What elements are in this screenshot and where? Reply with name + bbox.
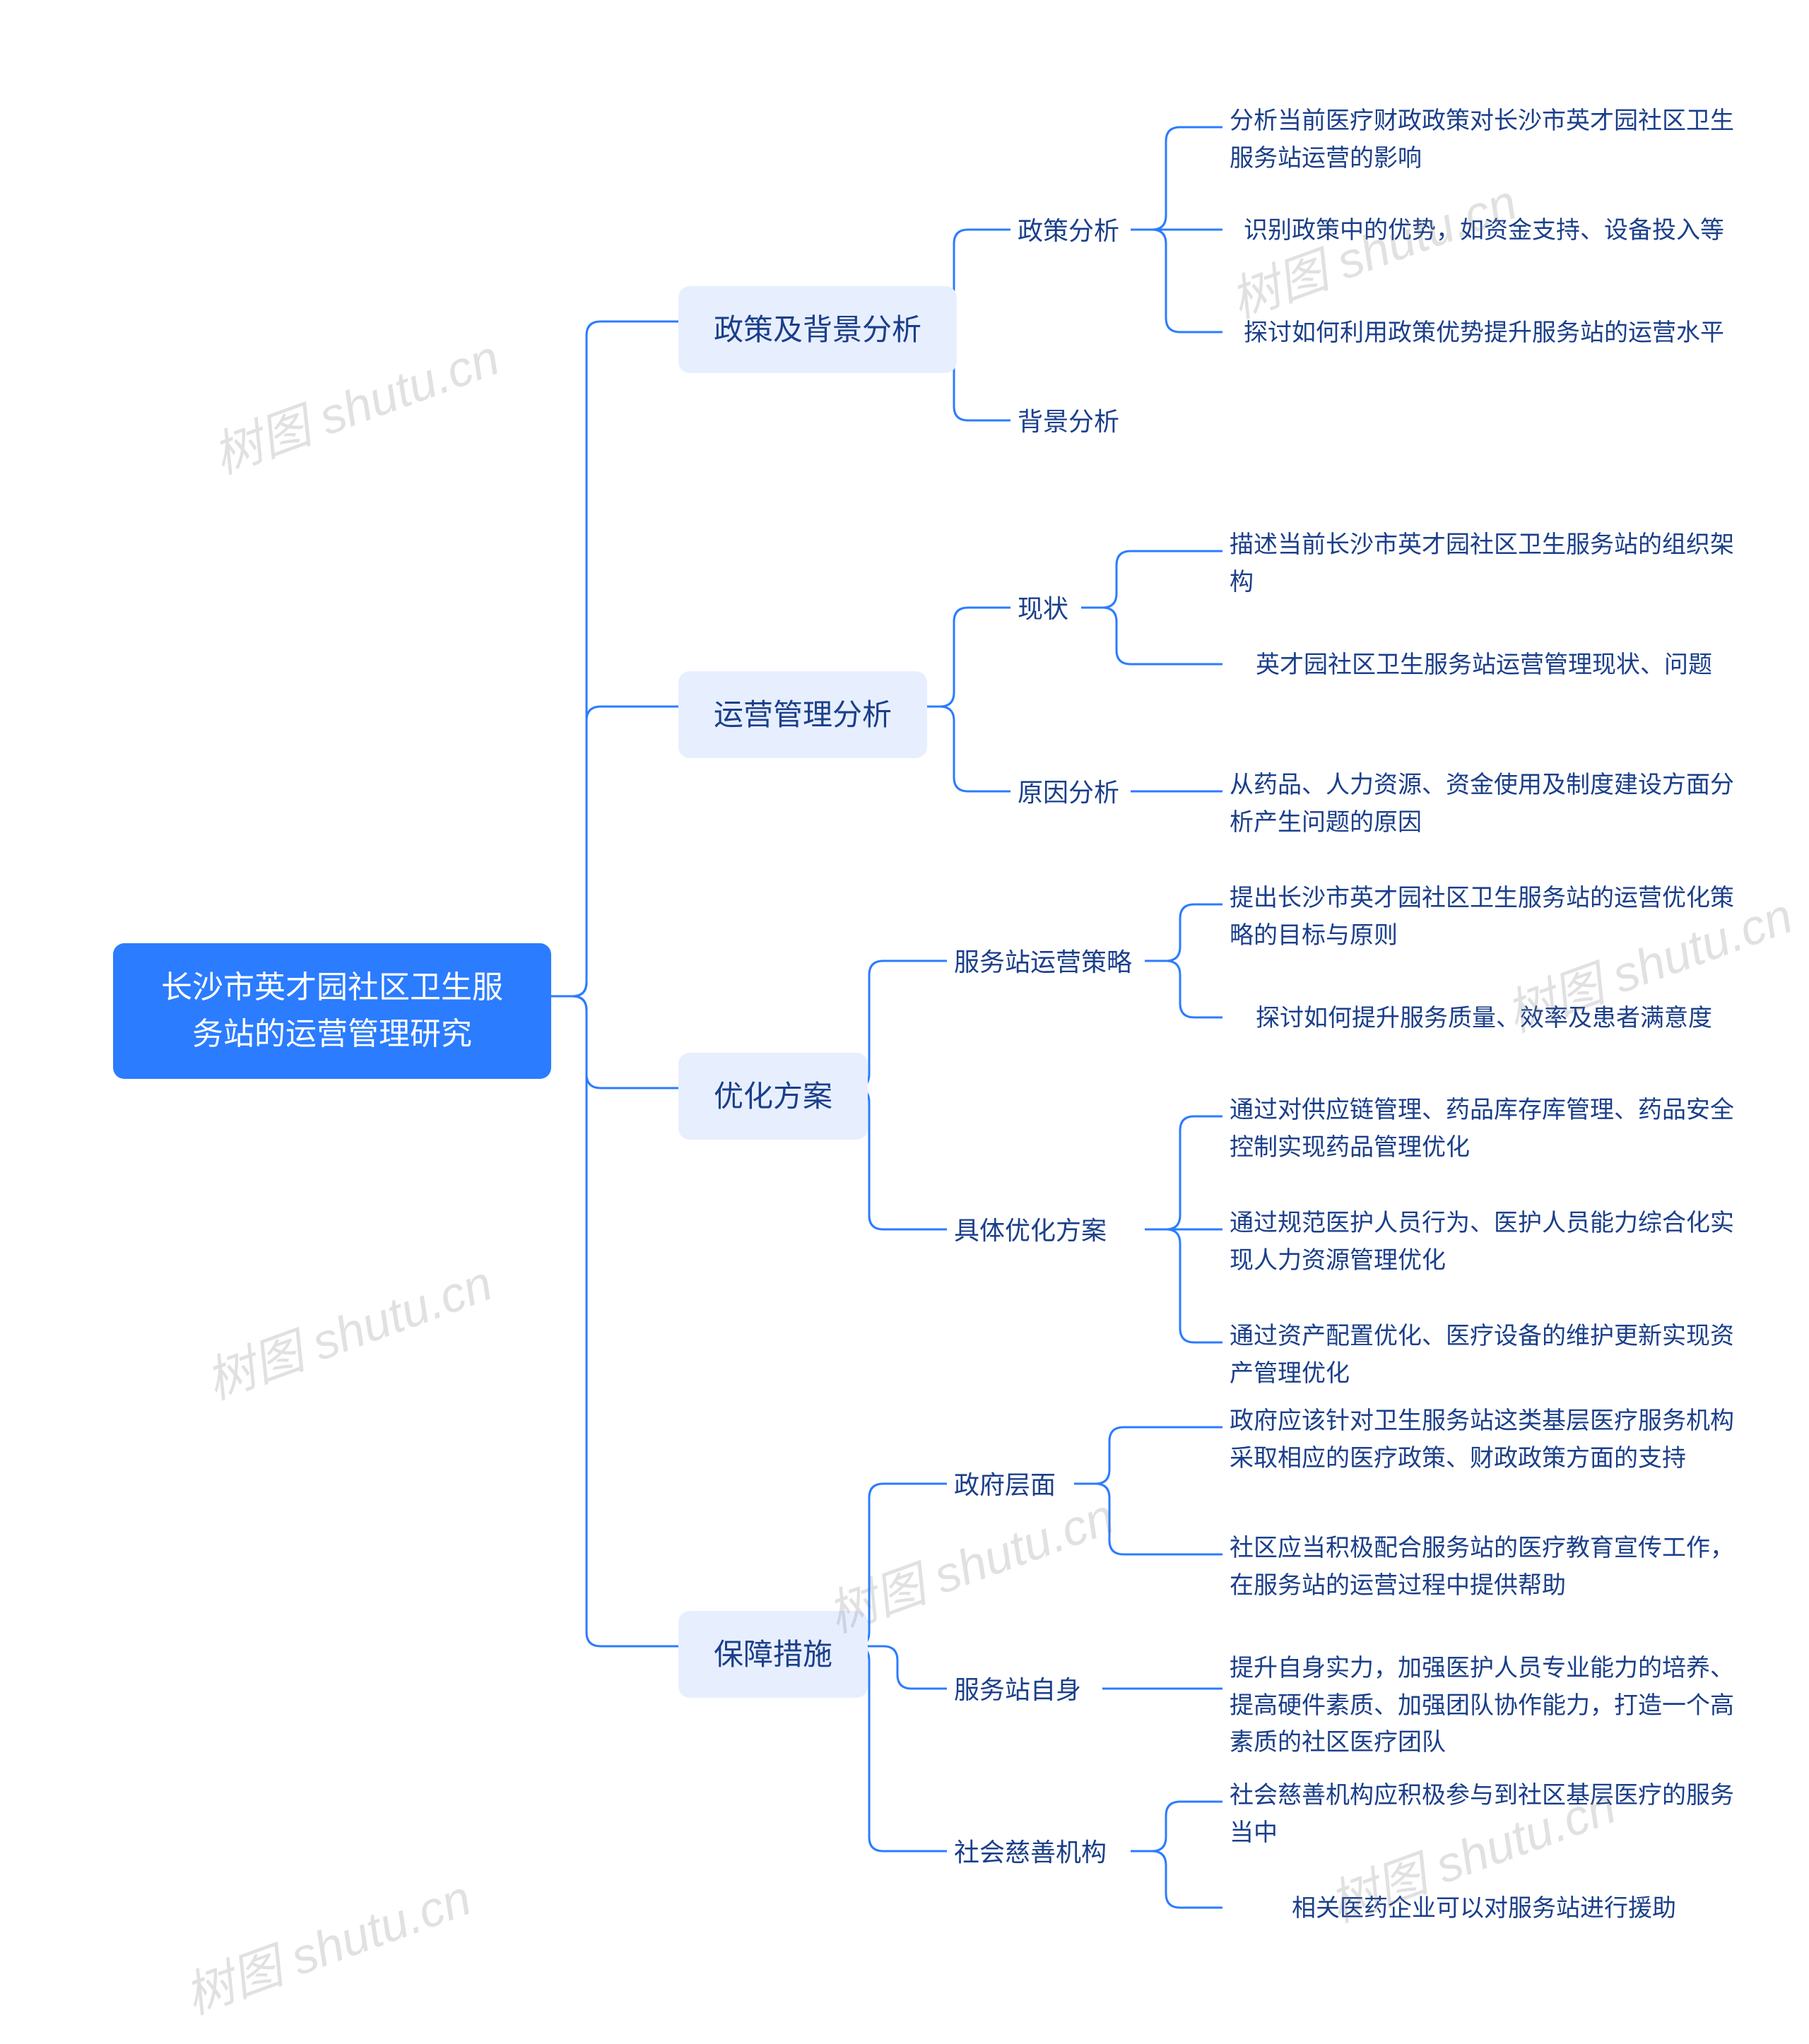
root-label: 长沙市英才园社区卫生服 务站的运营管理研究 [161,964,503,1058]
l2-status: 现状 [1018,590,1068,628]
leaf-text: 提出长沙市英才园社区卫生服务站的运营优化策略的目标与原则 [1230,880,1738,954]
l2-label: 背景分析 [1018,403,1119,441]
l2-label: 社会慈善机构 [954,1833,1107,1872]
mindmap-canvas: 长沙市英才园社区卫生服 务站的运营管理研究 政策及背景分析 运营管理分析 优化方… [0,0,1809,2044]
l2-specific-plan: 具体优化方案 [954,1212,1107,1250]
l2-label: 服务站自身 [954,1671,1081,1709]
l2-label: 现状 [1018,590,1068,628]
leaf-C2-2: 通过资产配置优化、医疗设备的维护更新实现资产管理优化 [1230,1318,1738,1392]
watermark-text: 树图 shutu.cn [195,1244,501,1414]
leaf-A1-0: 分析当前医疗财政政策对长沙市英才园社区卫生服务站运营的影响 [1230,102,1738,177]
watermark-text: 树图 shutu.cn [202,319,508,488]
leaf-A1-2: 探讨如何利用政策优势提升服务站的运营水平 [1230,314,1738,352]
root-node: 长沙市英才园社区卫生服 务站的运营管理研究 [113,943,551,1079]
leaf-D1-1: 社区应当积极配合服务站的医疗教育宣传工作，在服务站的运营过程中提供帮助 [1230,1530,1738,1604]
l2-label: 服务站运营策略 [954,943,1132,981]
l2-label: 政策分析 [1018,212,1119,250]
l2-background-analysis: 背景分析 [1018,403,1119,441]
leaf-text: 通过资产配置优化、医疗设备的维护更新实现资产管理优化 [1230,1318,1738,1392]
leaf-text: 从药品、人力资源、资金使用及制度建设方面分析产生问题的原因 [1230,767,1738,841]
leaf-text: 英才园社区卫生服务站运营管理现状、问题 [1256,646,1712,684]
leaf-D3-1: 相关医药企业可以对服务站进行援助 [1230,1890,1738,1927]
leaf-D3-0: 社会慈善机构应积极参与到社区基层医疗的服务当中 [1230,1777,1738,1851]
l2-cause-analysis: 原因分析 [1018,774,1119,812]
leaf-text: 描述当前长沙市英才园社区卫生服务站的组织架构 [1230,526,1738,601]
leaf-C2-0: 通过对供应链管理、药品库存库管理、药品安全控制实现药品管理优化 [1230,1092,1738,1166]
leaf-B2-0: 从药品、人力资源、资金使用及制度建设方面分析产生问题的原因 [1230,767,1738,841]
l1-policy-background: 政策及背景分析 [678,286,957,373]
l2-government: 政府层面 [954,1466,1056,1504]
l2-policy-analysis: 政策分析 [1018,212,1119,250]
leaf-text: 提升自身实力，加强医护人员专业能力的培养、提高硬件素质、加强团队协作能力，打造一… [1230,1650,1738,1761]
l1-label: 政策及背景分析 [714,307,921,352]
leaf-B1-0: 描述当前长沙市英才园社区卫生服务站的组织架构 [1230,526,1738,601]
l2-label: 政府层面 [954,1466,1056,1504]
watermark-text: 树图 shutu.cn [174,1859,480,2028]
leaf-text: 通过规范医护人员行为、医护人员能力综合化实现人力资源管理优化 [1230,1205,1738,1279]
leaf-text: 相关医药企业可以对服务站进行援助 [1292,1890,1676,1927]
l1-safeguards: 保障措施 [678,1611,868,1698]
l1-label: 运营管理分析 [714,692,892,737]
leaf-text: 探讨如何提升服务质量、效率及患者满意度 [1256,1000,1712,1037]
leaf-text: 通过对供应链管理、药品库存库管理、药品安全控制实现药品管理优化 [1230,1092,1738,1166]
leaf-C2-1: 通过规范医护人员行为、医护人员能力综合化实现人力资源管理优化 [1230,1205,1738,1279]
leaf-text: 社区应当积极配合服务站的医疗教育宣传工作，在服务站的运营过程中提供帮助 [1230,1530,1738,1604]
leaf-D1-0: 政府应该针对卫生服务站这类基层医疗服务机构采取相应的医疗政策、财政政策方面的支持 [1230,1402,1738,1477]
l2-charity: 社会慈善机构 [954,1833,1107,1872]
l2-station-strategy: 服务站运营策略 [954,943,1132,981]
leaf-text: 识别政策中的优势，如资金支持、设备投入等 [1244,212,1724,249]
l1-label: 保障措施 [714,1632,832,1677]
l1-operations-analysis: 运营管理分析 [678,671,927,758]
l2-label: 原因分析 [1018,774,1119,812]
leaf-text: 政府应该针对卫生服务站这类基层医疗服务机构采取相应的医疗政策、财政政策方面的支持 [1230,1402,1738,1477]
leaf-text: 分析当前医疗财政政策对长沙市英才园社区卫生服务站运营的影响 [1230,102,1738,177]
leaf-D2-0: 提升自身实力，加强医护人员专业能力的培养、提高硬件素质、加强团队协作能力，打造一… [1230,1650,1738,1761]
l1-label: 优化方案 [714,1074,832,1118]
leaf-text: 探讨如何利用政策优势提升服务站的运营水平 [1244,314,1724,352]
leaf-text: 社会慈善机构应积极参与到社区基层医疗的服务当中 [1230,1777,1738,1851]
l2-label: 具体优化方案 [954,1212,1107,1250]
l2-station-self: 服务站自身 [954,1671,1081,1709]
leaf-A1-1: 识别政策中的优势，如资金支持、设备投入等 [1230,212,1738,249]
leaf-C1-1: 探讨如何提升服务质量、效率及患者满意度 [1230,1000,1738,1037]
l1-optimization: 优化方案 [678,1053,868,1140]
leaf-C1-0: 提出长沙市英才园社区卫生服务站的运营优化策略的目标与原则 [1230,880,1738,954]
leaf-B1-1: 英才园社区卫生服务站运营管理现状、问题 [1230,646,1738,684]
